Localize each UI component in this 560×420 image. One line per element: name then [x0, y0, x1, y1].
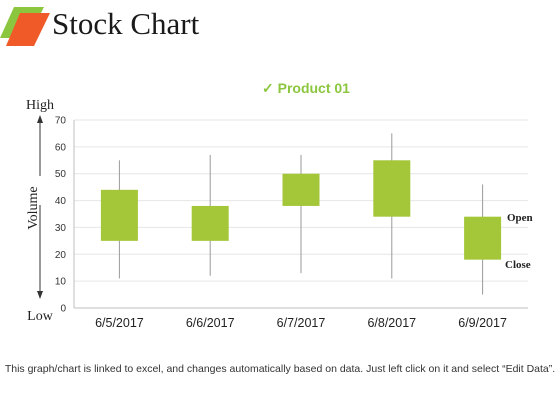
footer-note: This graph/chart is linked to excel, and…	[4, 363, 556, 375]
y-tick-label-10: 10	[55, 277, 67, 288]
y-tick-labels: 0 10 20 30 40 50 60 70	[55, 116, 67, 315]
candle-6/9/2017	[464, 216, 502, 260]
y-tick-label-30: 30	[55, 223, 67, 234]
y-tick-label-50: 50	[55, 169, 67, 180]
candle-6/7/2017	[282, 173, 320, 206]
x-tick-labels: 6/5/2017 6/6/2017 6/7/2017 6/8/2017 6/9/2017	[95, 316, 507, 330]
wicks	[118, 133, 484, 295]
logo-icon	[0, 7, 50, 46]
y-tick-label-20: 20	[55, 250, 67, 261]
candles	[100, 160, 502, 260]
close-annotation: Close	[505, 259, 531, 271]
candle-6/8/2017	[373, 160, 411, 217]
logo-orange-shape	[6, 13, 50, 46]
y-arrow	[37, 115, 43, 299]
candle-6/6/2017	[191, 205, 229, 241]
x-tick-label-6/7/2017: 6/7/2017	[277, 316, 326, 330]
y-tick-label-40: 40	[55, 196, 67, 207]
open-annotation: Open	[507, 212, 533, 224]
x-tick-label-6/9/2017: 6/9/2017	[458, 316, 507, 330]
y-axis-label: Volume	[26, 186, 41, 229]
y-tick-label-60: 60	[55, 142, 67, 153]
x-tick-label-6/5/2017: 6/5/2017	[95, 316, 144, 330]
y-low-label: Low	[27, 309, 54, 324]
y-tick-label-0: 0	[60, 304, 66, 315]
candle-6/5/2017	[100, 189, 138, 241]
chart-title: ✓ Product 01	[262, 80, 350, 96]
y-tick-label-70: 70	[55, 116, 67, 127]
page-title: Stock Chart	[52, 6, 200, 41]
x-tick-label-6/6/2017: 6/6/2017	[186, 316, 235, 330]
y-high-label: High	[26, 98, 54, 113]
x-tick-label-6/8/2017: 6/8/2017	[367, 316, 416, 330]
